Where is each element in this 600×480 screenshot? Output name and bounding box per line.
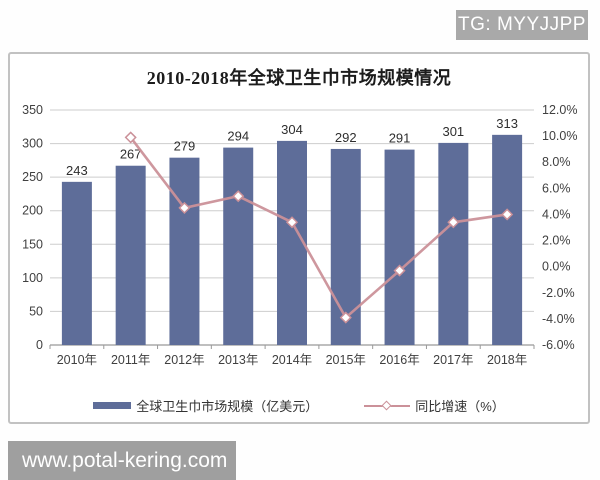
right-axis-tick-label: 10.0%	[542, 129, 577, 143]
right-axis-tick-label: 0.0%	[542, 260, 571, 274]
right-axis-tick-label: 6.0%	[542, 181, 571, 195]
line-marker-diamond-icon	[501, 208, 514, 221]
left-axis-tick-label: 150	[22, 237, 43, 251]
left-axis-tick-label: 250	[22, 170, 43, 184]
legend-line-label: 同比增速（%）	[415, 399, 505, 414]
bar-value-label: 292	[335, 130, 357, 145]
line-marker-diamond-icon	[393, 264, 406, 277]
bar-value-label: 267	[120, 147, 142, 162]
legend-item-market-size: 全球卫生巾市场规模（亿美元）	[93, 396, 318, 415]
plot-svg: 0 50 100 150 200 250 300 350 12.0% 10.0% 8.0% 6.0% 4…	[22, 103, 577, 367]
bar	[277, 140, 307, 345]
legend-bar-label: 全球卫生巾市场规模（亿美元）	[136, 399, 319, 414]
growth-line	[129, 136, 508, 320]
bar	[115, 165, 146, 345]
bar	[169, 157, 200, 345]
x-axis-label: 2011年	[111, 353, 150, 367]
x-axis-label: 2012年	[164, 353, 204, 367]
right-axis-tick-label: 2.0%	[542, 234, 571, 248]
bar-value-label: 294	[227, 129, 249, 144]
bar-value-label: 313	[496, 116, 518, 131]
line-marker-diamond-icon	[124, 131, 137, 144]
left-axis-tick-label: 50	[29, 304, 43, 318]
line-marker-diamond-icon	[285, 216, 299, 229]
left-axis-tick-label: 350	[22, 103, 43, 117]
line-marker-diamond-icon	[232, 190, 245, 203]
right-axis-tick-label: 4.0%	[542, 207, 571, 221]
x-axis-label: 2010年	[57, 353, 97, 367]
bar-value-label: 304	[281, 122, 303, 137]
line-marker-diamond-icon	[178, 201, 191, 214]
bar-value-label: 279	[174, 139, 196, 154]
line-marker-diamond-icon	[339, 311, 352, 324]
left-axis-tick-label: 300	[22, 137, 43, 151]
bar-value-label: 291	[389, 131, 411, 146]
x-axis-label: 2016年	[379, 353, 419, 367]
bar	[223, 147, 254, 345]
watermark-badge: www.potal-kering.com	[8, 441, 236, 480]
bar	[492, 134, 523, 345]
tg-badge: TG: MYYJJPP	[456, 10, 588, 40]
x-axis-label: 2017年	[433, 353, 473, 367]
right-axis-tick-label: 12.0%	[542, 103, 577, 117]
x-axis-label: 2015年	[326, 353, 366, 367]
line-marker-diamond-icon	[447, 216, 460, 229]
tg-badge-text: TG: MYYJJPP	[458, 14, 586, 35]
legend-item-growth: 同比增速（%）	[364, 396, 505, 415]
bar	[61, 181, 92, 345]
left-axis-tick-label: 200	[22, 204, 43, 218]
chart-frame: 2010-2018年全球卫生巾市场规模情况 0 50 100 150 200 250 300…	[8, 52, 590, 424]
x-axis-label: 2018年	[487, 353, 527, 367]
x-axis-label: 2014年	[272, 353, 312, 367]
right-axis-tick-label: -2.0%	[542, 286, 575, 300]
left-axis-tick-label: 100	[22, 271, 43, 285]
bar	[438, 142, 469, 345]
chart-title: 2010-2018年全球卫生巾市场规模情况	[146, 68, 452, 88]
left-axis-tick-label: 0	[36, 338, 43, 352]
bar-value-label: 301	[442, 124, 464, 139]
right-axis-tick-label: 8.0%	[542, 155, 571, 169]
legend: 全球卫生巾市场规模（亿美元） 同比增速（%）	[10, 396, 588, 415]
x-axis-label: 2013年	[218, 353, 258, 367]
bar	[384, 149, 415, 345]
line-diamond-swatch-icon	[364, 400, 411, 411]
right-axis-tick-label: -4.0%	[542, 312, 575, 326]
watermark-text: www.potal-kering.com	[22, 448, 228, 472]
right-axis-tick-label: -6.0%	[542, 338, 575, 352]
bar-value-label: 243	[66, 163, 88, 178]
bar-swatch-icon	[93, 402, 132, 409]
